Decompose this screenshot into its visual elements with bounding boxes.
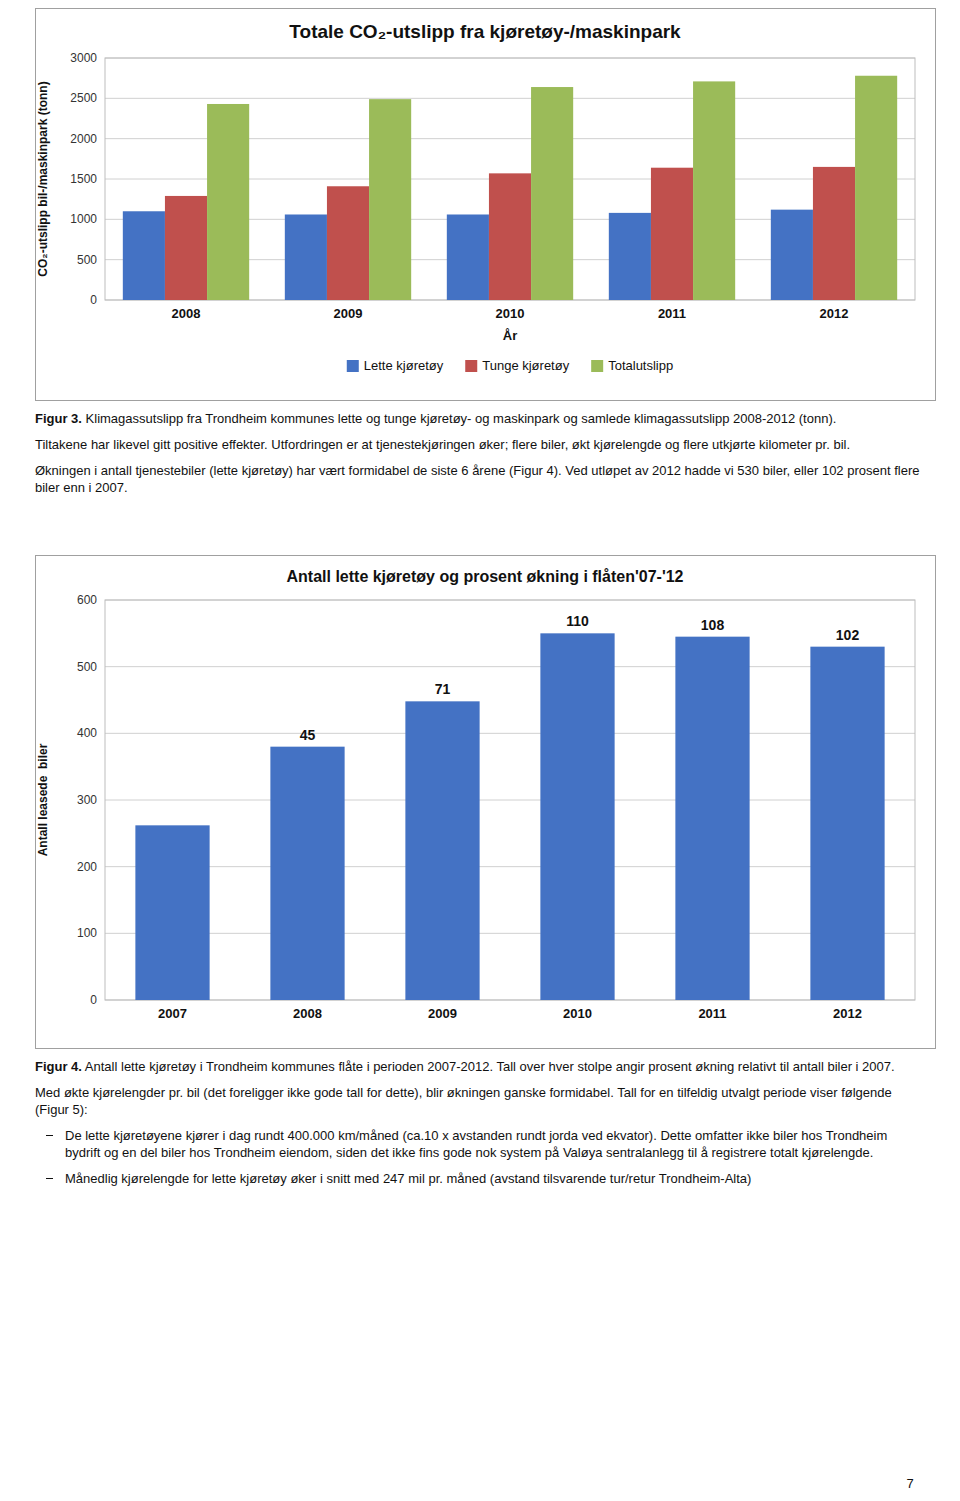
chart: Antall lette kjøretøy og prosent økning … [36, 556, 936, 1049]
chart-title: Totale CO₂-utslipp fra kjøretøy-/maskinp… [289, 21, 681, 42]
x-tick-label: 2010 [563, 1006, 592, 1021]
y-tick-label: 500 [77, 253, 97, 267]
bar-label: 110 [566, 613, 589, 629]
bullet-dash [46, 1135, 53, 1136]
y-axis-label: Antall leasede biler [36, 743, 50, 856]
x-tick-label: 2008 [293, 1006, 322, 1021]
chart-title: Antall lette kjøretøy og prosent økning … [286, 568, 683, 585]
grid-line [105, 733, 915, 734]
legend-swatch [591, 360, 603, 372]
bar [135, 825, 209, 1000]
figure-caption: Figur 4. Antall lette kjøretøy i Trondhe… [35, 1058, 925, 1075]
legend-swatch [465, 360, 477, 372]
bar [369, 99, 411, 300]
bullet-item: Månedlig kjørelengde for lette kjøretøy … [35, 1170, 925, 1187]
chart-frame [36, 556, 936, 1049]
y-tick-label: 1500 [70, 172, 97, 186]
x-tick-label: 2009 [334, 306, 363, 321]
y-tick-label: 300 [77, 793, 97, 807]
text-block: Figur 4. Antall lette kjøretøy i Trondhe… [35, 1058, 925, 1196]
bar [447, 214, 489, 300]
legend-label: Lette kjøretøy [364, 358, 444, 373]
bar [675, 637, 749, 1000]
y-tick-label: 2500 [70, 91, 97, 105]
bar [123, 211, 165, 300]
paragraph: Økningen i antall tjenestebiler (lette k… [35, 462, 925, 496]
y-tick-label: 0 [90, 293, 97, 307]
bullet-text: De lette kjøretøyene kjører i dag rundt … [65, 1128, 887, 1160]
bar-label: 108 [701, 617, 725, 633]
figure-caption: Figur 3. Klimagassutslipp fra Trondheim … [35, 410, 925, 427]
bar [771, 210, 813, 300]
caption-label: Figur 4. [35, 1059, 82, 1074]
y-tick-label: 0 [90, 993, 97, 1007]
legend-swatch [347, 360, 359, 372]
bar [285, 214, 327, 300]
caption-label: Figur 3. [35, 411, 82, 426]
y-tick-label: 500 [77, 660, 97, 674]
x-axis-label: År [503, 328, 517, 343]
bar [207, 104, 249, 300]
bars [123, 76, 897, 300]
x-tick-label: 2008 [172, 306, 201, 321]
x-tick-label: 2007 [158, 1006, 187, 1021]
bar [270, 747, 344, 1000]
bar-label: 102 [836, 627, 860, 643]
grid-line [105, 866, 915, 867]
y-tick-label: 3000 [70, 51, 97, 65]
page-charts: Totale CO₂-utslipp fra kjøretøy-/maskinp… [0, 0, 960, 1501]
y-tick-label: 2000 [70, 132, 97, 146]
paragraph: Med økte kjørelengder pr. bil (det forel… [35, 1084, 925, 1118]
x-tick-label: 2012 [820, 306, 849, 321]
y-axis-label: CO₂-utslipp bil-/maskinpark (tonn) [36, 81, 50, 276]
bar [810, 647, 884, 1000]
x-tick-label: 2011 [658, 306, 686, 321]
plot-frame [105, 58, 915, 300]
bullet-item: De lette kjøretøyene kjører i dag rundt … [35, 1127, 925, 1161]
y-tick-label: 1000 [70, 212, 97, 226]
bullet-dash [46, 1178, 53, 1179]
grid-line [105, 98, 915, 99]
bar [540, 633, 614, 1000]
caption-text: Klimagassutslipp fra Trondheim kommunes … [86, 411, 837, 426]
bar [651, 168, 693, 300]
bar [813, 167, 855, 300]
legend-label: Totalutslipp [608, 358, 673, 373]
bar [489, 173, 531, 300]
legend-label: Tunge kjøretøy [482, 358, 569, 373]
x-tick-label: 2011 [698, 1006, 726, 1021]
bar [531, 87, 573, 300]
plot-frame [105, 600, 915, 1000]
paragraph: Tiltakene har likevel gitt positive effe… [35, 436, 925, 453]
chart: Totale CO₂-utslipp fra kjøretøy-/maskinp… [36, 9, 936, 401]
legend: Lette kjøretøy Tunge kjøretøy Totalutslipp [347, 358, 673, 373]
bar [609, 213, 651, 300]
bar [165, 196, 207, 300]
y-tick-label: 200 [77, 860, 97, 874]
grid-line [105, 800, 915, 801]
bar [693, 81, 735, 300]
chart-frame [36, 9, 936, 401]
x-tick-label: 2009 [428, 1006, 457, 1021]
bar [855, 76, 897, 300]
text-block: Figur 3. Klimagassutslipp fra Trondheim … [35, 410, 925, 505]
y-tick-label: 600 [77, 593, 97, 607]
x-tick-label: 2010 [496, 306, 525, 321]
y-tick-label: 100 [77, 926, 97, 940]
caption-text: Antall lette kjøretøy i Trondheim kommun… [85, 1059, 895, 1074]
page-number: 7 [880, 1476, 940, 1491]
bar [405, 701, 479, 1000]
bullet-text: Månedlig kjørelengde for lette kjøretøy … [65, 1171, 751, 1186]
bar [327, 186, 369, 300]
grid-line [105, 666, 915, 667]
grid-line [105, 933, 915, 934]
y-tick-label: 400 [77, 726, 97, 740]
bars [135, 633, 884, 1000]
bar-label: 45 [300, 727, 316, 743]
x-tick-label: 2012 [833, 1006, 862, 1021]
bar-label: 71 [435, 681, 451, 697]
